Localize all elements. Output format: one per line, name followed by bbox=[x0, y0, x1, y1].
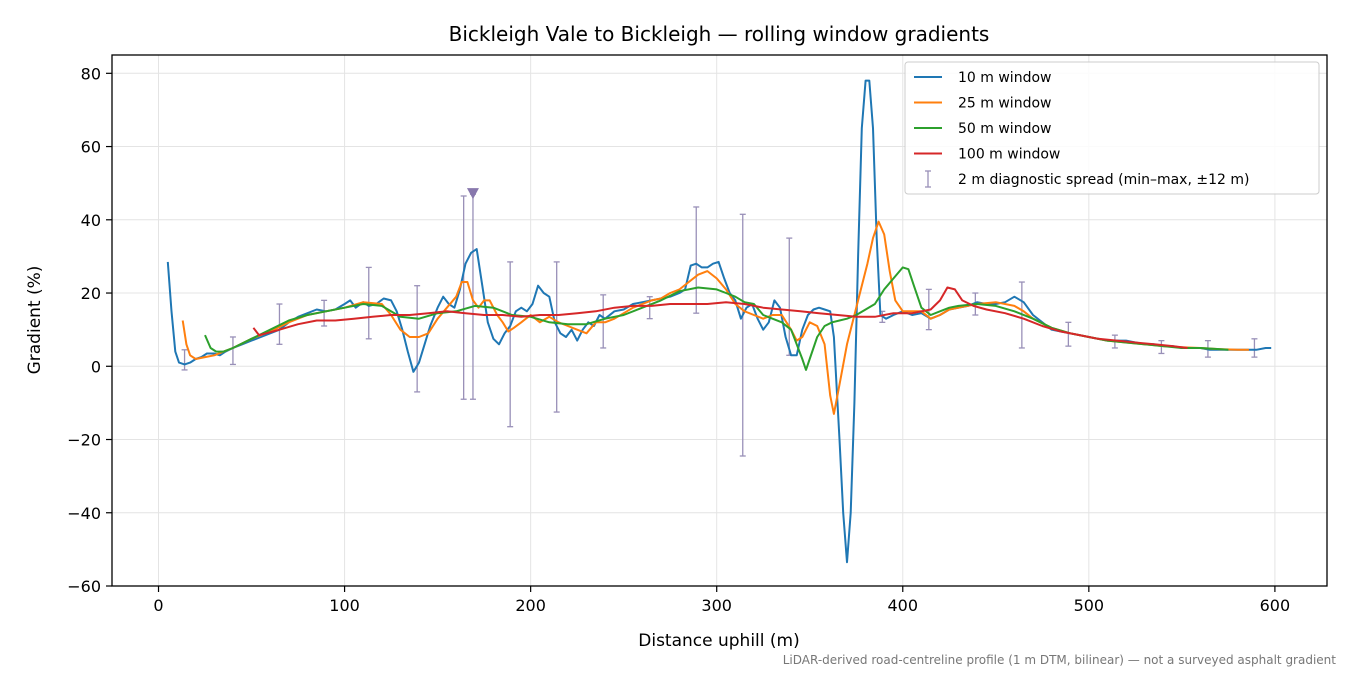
diagnostic-errorbar bbox=[414, 285, 421, 393]
legend-entry: 10 m window bbox=[914, 70, 1051, 86]
y-tick-label: −40 bbox=[67, 504, 101, 523]
x-tick-label: 200 bbox=[515, 596, 546, 615]
legend-label: 100 m window bbox=[958, 147, 1060, 163]
y-tick-label: 0 bbox=[91, 357, 101, 376]
diagnostic-errorbar bbox=[1065, 321, 1072, 347]
x-tick-label: 400 bbox=[887, 596, 918, 615]
legend-box bbox=[904, 61, 1320, 195]
diagnostic-errorbar bbox=[553, 261, 560, 413]
legend-entry: 50 m window bbox=[914, 121, 1051, 137]
y-tick-label: −20 bbox=[67, 431, 101, 450]
diagnostic-errorbar bbox=[321, 299, 328, 327]
x-tick-label: 100 bbox=[329, 596, 360, 615]
diagnostic-errorbar bbox=[1251, 338, 1258, 358]
diagnostic-errorbar bbox=[739, 213, 746, 457]
x-axis-ticks: 0 100 200 300 400 500 600 bbox=[153, 586, 1290, 615]
legend-entry: 25 m window bbox=[914, 96, 1051, 112]
x-tick-label: 300 bbox=[701, 596, 732, 615]
series-line-3 bbox=[204, 266, 1229, 371]
y-axis-label: Gradient (%) bbox=[25, 266, 45, 375]
diagnostic-errorbar bbox=[181, 349, 188, 371]
legend-entry: 2 m diagnostic spread (min–max, ±12 m) bbox=[925, 170, 1249, 188]
diagnostic-errorbar bbox=[1158, 339, 1165, 355]
series-line-2 bbox=[181, 220, 1249, 415]
x-tick-label: 500 bbox=[1074, 596, 1105, 615]
max-spread-marker bbox=[466, 188, 479, 200]
y-tick-label: −60 bbox=[67, 577, 101, 596]
footnote: LiDAR-derived road-centreline profile (1… bbox=[783, 653, 1337, 667]
y-tick-label: 60 bbox=[81, 138, 101, 157]
x-tick-label: 0 bbox=[153, 596, 163, 615]
chart-title: Bickleigh Vale to Bickleigh — rolling wi… bbox=[449, 22, 990, 46]
series-lines bbox=[166, 79, 1272, 564]
diagnostic-errorbar bbox=[229, 336, 236, 366]
series-line-4 bbox=[252, 286, 1188, 349]
legend-label: 10 m window bbox=[958, 70, 1051, 86]
legend-label: 25 m window bbox=[958, 96, 1051, 112]
y-tick-label: 40 bbox=[81, 211, 101, 230]
diagnostic-errorbar bbox=[693, 206, 700, 314]
x-axis-label: Distance uphill (m) bbox=[638, 631, 799, 651]
y-axis-ticks: −60 −40 −20 0 20 40 60 80 bbox=[67, 64, 112, 596]
diagnostic-errorbar bbox=[507, 261, 514, 428]
y-tick-label: 20 bbox=[81, 284, 101, 303]
legend-label: 50 m window bbox=[958, 121, 1051, 137]
legend-entry: 100 m window bbox=[914, 147, 1060, 163]
peak-marker bbox=[466, 188, 479, 200]
legend-label: 2 m diagnostic spread (min–max, ±12 m) bbox=[958, 172, 1249, 188]
y-tick-label: 80 bbox=[81, 64, 101, 83]
x-tick-label: 600 bbox=[1260, 596, 1291, 615]
legend: 10 m window 25 m window 50 m window 100 m w… bbox=[904, 61, 1320, 195]
plot-frame bbox=[111, 54, 1328, 587]
diagnostic-errorbar bbox=[460, 195, 467, 400]
